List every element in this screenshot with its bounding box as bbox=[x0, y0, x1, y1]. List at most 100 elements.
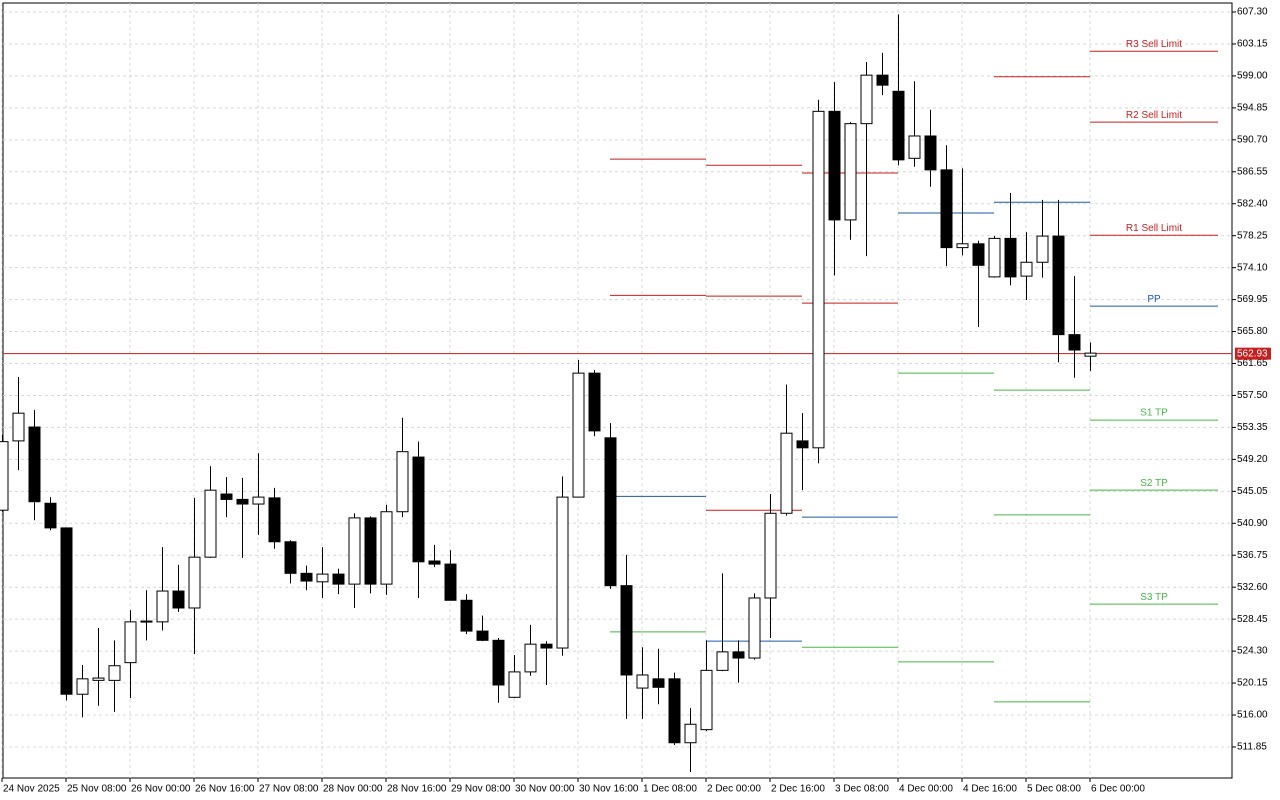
candle-body bbox=[860, 74, 873, 125]
x-tick-label: 25 Nov 08:00 bbox=[67, 784, 127, 795]
candle-body bbox=[588, 372, 601, 432]
x-tick-label: 28 Nov 16:00 bbox=[387, 784, 447, 795]
candle-body bbox=[524, 643, 537, 673]
candle-body bbox=[732, 651, 745, 659]
candle-body bbox=[156, 590, 169, 623]
x-tick-label: 2 Dec 16:00 bbox=[771, 784, 825, 795]
candle-body bbox=[972, 243, 985, 266]
candle-body bbox=[764, 512, 777, 599]
candle-body bbox=[668, 678, 681, 744]
y-tick-label: 532.60 bbox=[1237, 582, 1268, 593]
candle-body bbox=[300, 572, 313, 582]
candle-body bbox=[892, 90, 905, 161]
y-tick-label: 569.95 bbox=[1237, 294, 1268, 305]
candle-body bbox=[492, 639, 505, 686]
x-tick-label: 4 Dec 16:00 bbox=[963, 784, 1017, 795]
candle-body bbox=[124, 621, 137, 664]
candle-body bbox=[60, 527, 73, 695]
y-tick-label: 536.75 bbox=[1237, 550, 1268, 561]
x-tick-label: 6 Dec 00:00 bbox=[1091, 784, 1145, 795]
candle-body bbox=[508, 671, 521, 698]
levels: R3 Sell Limit R2 Sell Limit R1 Sell Limit P… bbox=[3, 39, 1232, 703]
candle-body bbox=[1036, 235, 1049, 263]
candle-body bbox=[572, 372, 585, 498]
candle-body bbox=[172, 590, 185, 609]
x-tick-label: 27 Nov 08:00 bbox=[259, 784, 319, 795]
candle-body bbox=[204, 489, 217, 558]
level-label: PP bbox=[1147, 294, 1161, 305]
candle-body bbox=[556, 496, 569, 649]
candle-body bbox=[988, 237, 1001, 278]
candle-body bbox=[140, 620, 153, 623]
x-tick-label: 5 Dec 08:00 bbox=[1027, 784, 1081, 795]
x-tick-label: 30 Nov 00:00 bbox=[515, 784, 575, 795]
candle-body bbox=[412, 456, 425, 563]
y-tick-label: 594.85 bbox=[1237, 103, 1268, 114]
y-tick-label: 561.65 bbox=[1237, 358, 1268, 369]
candle-body bbox=[444, 563, 457, 601]
candle-body bbox=[956, 243, 969, 249]
candle-body bbox=[108, 665, 121, 681]
candle-body bbox=[220, 493, 233, 500]
y-tick-label: 511.85 bbox=[1237, 742, 1267, 753]
x-tick-label: 28 Nov 00:00 bbox=[323, 784, 383, 795]
candle-body bbox=[0, 441, 9, 511]
level-label: R3 Sell Limit bbox=[1126, 39, 1182, 50]
y-tick-label: 586.55 bbox=[1237, 166, 1268, 177]
x-tick-label: 3 Dec 08:00 bbox=[835, 784, 889, 795]
level-label: S2 TP bbox=[1140, 478, 1168, 489]
y-tick-label: 540.90 bbox=[1237, 518, 1268, 529]
last-price-label: 562.93 bbox=[1237, 348, 1268, 359]
y-tick-label: 590.70 bbox=[1237, 134, 1268, 145]
y-tick-label: 549.20 bbox=[1237, 454, 1268, 465]
x-tick-label: 2 Dec 00:00 bbox=[707, 784, 761, 795]
candle-body bbox=[940, 169, 953, 249]
y-tick-label: 557.50 bbox=[1237, 390, 1268, 401]
candle-body bbox=[604, 437, 617, 587]
level-label: R2 Sell Limit bbox=[1126, 110, 1182, 121]
y-tick-label: 607.30 bbox=[1237, 7, 1268, 18]
x-tick-label: 30 Nov 16:00 bbox=[579, 784, 639, 795]
candle-body bbox=[332, 573, 345, 585]
candle-body bbox=[236, 498, 249, 505]
candle-body bbox=[924, 135, 937, 171]
y-tick-label: 528.45 bbox=[1237, 614, 1268, 625]
candle-body bbox=[284, 541, 297, 574]
axes: 607.30 603.15 599.00 594.85 590.70 586.55 582.… bbox=[1, 7, 1271, 795]
level-label: R1 Sell Limit bbox=[1126, 223, 1182, 234]
candle-body bbox=[796, 440, 809, 449]
candle-body bbox=[828, 110, 841, 221]
candle-body bbox=[12, 412, 25, 442]
candle-body bbox=[28, 426, 41, 503]
x-tick-label: 26 Nov 16:00 bbox=[195, 784, 255, 795]
candle-body bbox=[636, 674, 649, 689]
x-tick-label: 24 Nov 2025 bbox=[3, 784, 60, 795]
x-tick-label: 29 Nov 08:00 bbox=[451, 784, 511, 795]
level-label: S3 TP bbox=[1140, 592, 1168, 603]
candle-body bbox=[908, 135, 921, 159]
candle-body bbox=[684, 723, 697, 744]
candle-body bbox=[268, 497, 281, 543]
y-tick-label: 565.80 bbox=[1237, 326, 1268, 337]
candle-body bbox=[380, 511, 393, 585]
candle-body bbox=[700, 669, 713, 731]
x-tick-label: 26 Nov 00:00 bbox=[131, 784, 191, 795]
candle-body bbox=[92, 677, 105, 681]
y-tick-label: 574.10 bbox=[1237, 262, 1268, 273]
candle-body bbox=[316, 573, 329, 583]
y-tick-label: 516.00 bbox=[1237, 710, 1268, 721]
candle-body bbox=[188, 556, 201, 609]
candle-body bbox=[844, 123, 857, 221]
y-tick-label: 553.35 bbox=[1237, 422, 1268, 433]
x-tick-label: 1 Dec 08:00 bbox=[643, 784, 697, 795]
last-price-box bbox=[1235, 347, 1271, 360]
candle-body bbox=[876, 74, 889, 86]
candle-body bbox=[716, 651, 729, 671]
y-tick-label: 524.30 bbox=[1237, 646, 1268, 657]
level-label: S1 TP bbox=[1140, 408, 1168, 419]
y-tick-label: 599.00 bbox=[1237, 71, 1268, 82]
candle-body bbox=[620, 585, 633, 676]
candle-body bbox=[1052, 235, 1065, 336]
candle-body bbox=[252, 496, 265, 505]
candle-body bbox=[780, 432, 793, 514]
